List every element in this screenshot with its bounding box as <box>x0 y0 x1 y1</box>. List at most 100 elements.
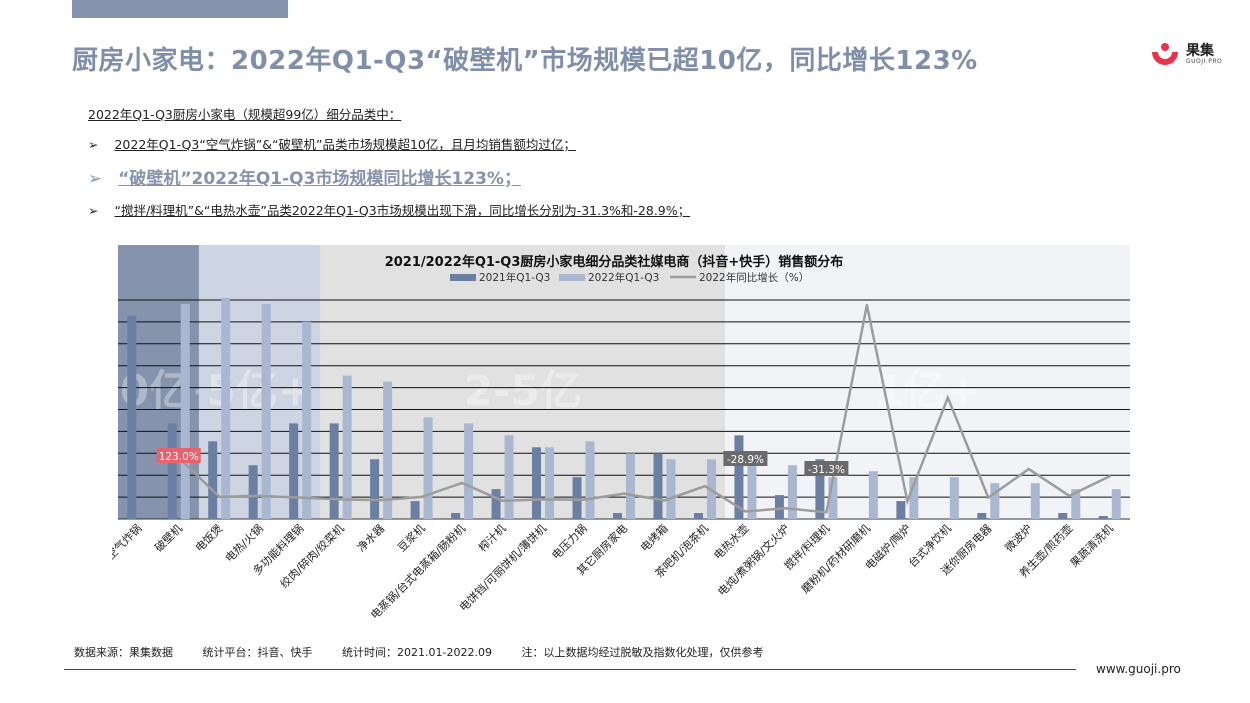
annotation-label: -31.3% <box>808 464 845 476</box>
bar-2022 <box>1111 489 1121 519</box>
bar-2021 <box>896 501 906 519</box>
sales-chart: 10亿+5亿+2-5亿1亿+2021/2022年Q1-Q3厨房小家电细分品类社媒… <box>91 245 1132 645</box>
page-title: 厨房小家电：2022年Q1-Q3“破壁机”市场规模已超10亿，同比增长123% <box>72 46 978 76</box>
legend-swatch <box>450 274 476 281</box>
bar-2022 <box>342 375 352 519</box>
bar-2022 <box>585 441 595 519</box>
bullet-arrow-icon: ➢ <box>88 137 99 152</box>
growth-point <box>663 499 666 502</box>
growth-point <box>946 396 950 399</box>
growth-point <box>501 499 504 503</box>
growth-point <box>218 495 221 499</box>
zone-background <box>198 245 321 519</box>
bullet-arrow-icon: ➢ <box>88 169 103 189</box>
bullet-arrow-icon: ➢ <box>88 203 99 218</box>
bar-2021 <box>370 459 380 519</box>
x-tick-label: 电热水壶 <box>711 521 752 562</box>
x-tick-label: 果蔬清洗机 <box>1067 521 1116 570</box>
growth-point <box>987 496 990 499</box>
bar-2022 <box>747 459 757 519</box>
growth-point <box>784 507 788 510</box>
annotation-badge <box>723 451 768 466</box>
legend-swatch <box>559 274 585 281</box>
bar-2021 <box>693 513 703 519</box>
chart-svg: 10亿+5亿+2-5亿1亿+2021/2022年Q1-Q3厨房小家电细分品类社媒… <box>91 245 1130 622</box>
growth-point <box>298 496 302 499</box>
growth-point <box>906 499 909 503</box>
bar-2022 <box>949 477 959 519</box>
bar-2022 <box>1030 483 1040 519</box>
bar-2021 <box>451 513 461 519</box>
footer-note: 注：以上数据均经过脱敏及指数化处理，仅供参考 <box>521 646 764 659</box>
growth-point <box>420 495 423 499</box>
bar-2022 <box>383 381 393 519</box>
bar-2022 <box>626 453 635 519</box>
bar-2022 <box>221 297 231 519</box>
chart-title: 2021/2022年Q1-Q3厨房小家电细分品类社媒电商（抖音+快手）销售额分布 <box>385 254 844 270</box>
bar-2022 <box>302 321 312 519</box>
growth-point <box>1027 467 1030 471</box>
bar-2021 <box>208 441 218 519</box>
growth-point <box>582 498 585 501</box>
annotation-badge <box>156 448 201 463</box>
growth-point <box>865 303 869 307</box>
bar-2021 <box>1058 513 1068 519</box>
growth-point <box>1108 474 1111 478</box>
footer-site-link[interactable]: www.guoji.pro <box>1096 662 1181 676</box>
bar-2021 <box>774 495 784 519</box>
legend-label: 2022年Q1-Q3 <box>588 271 659 284</box>
bar-2022 <box>990 483 1000 519</box>
bar-2021 <box>167 423 177 519</box>
bar-2022 <box>423 417 433 519</box>
bullet-item-3: ➢ “搅拌/料理机”&“电热水壶”品类2022年Q1-Q3市场规模出现下滑，同比… <box>88 203 691 218</box>
top-accent-bar <box>72 0 288 18</box>
bar-2022 <box>787 465 797 519</box>
bar-2021 <box>532 447 542 519</box>
footer-platform: 统计平台：抖音、快手 <box>202 646 313 659</box>
x-tick-label: 破壁机 <box>152 521 185 554</box>
bar-2022 <box>545 447 555 519</box>
bar-2021 <box>127 315 137 519</box>
bar-2022 <box>504 435 514 519</box>
logo-mark-icon <box>1152 43 1178 65</box>
bar-2021 <box>977 513 987 519</box>
bar-2022 <box>666 459 676 519</box>
bar-2021 <box>491 489 501 519</box>
growth-point <box>1068 494 1071 498</box>
bar-2021 <box>572 477 582 519</box>
bar-2021 <box>815 459 825 519</box>
legend-label: 2021年Q1-Q3 <box>479 271 550 284</box>
x-tick-label: 空气炸锅 <box>112 521 144 562</box>
footer-divider <box>64 669 1076 670</box>
annotation-label: 123.0% <box>159 451 199 463</box>
x-tick-label: 榨汁机 <box>475 521 508 554</box>
x-tick-label: 电烤箱 <box>637 521 670 554</box>
growth-line <box>177 304 1111 514</box>
growth-point <box>703 484 707 488</box>
bar-2022 <box>1071 489 1081 519</box>
bar-2022 <box>909 477 919 519</box>
x-tick-label: 净水器 <box>354 521 387 554</box>
x-tick-label: 微波炉 <box>1002 521 1035 554</box>
growth-point <box>258 494 261 498</box>
bar-2021 <box>289 423 299 519</box>
x-tick-label: 豆浆机 <box>394 521 427 554</box>
zone-label: 2-5亿 <box>464 366 582 415</box>
bar-2022 <box>180 303 190 519</box>
bar-2022 <box>261 303 271 519</box>
bar-2021 <box>1098 516 1108 519</box>
zone-label: 1亿+ <box>874 366 980 415</box>
bar-2021 <box>329 423 339 519</box>
x-tick-label: 电饭煲 <box>193 522 226 555</box>
logo-subtext: GUOJI.PRO <box>1186 58 1223 65</box>
annotation-badge <box>804 461 849 476</box>
bar-2021 <box>734 435 744 519</box>
growth-point <box>379 498 383 502</box>
growth-point <box>825 511 828 514</box>
bullets-intro: 2022年Q1-Q3厨房小家电（规模超99亿）细分品类中： <box>88 107 402 122</box>
growth-point <box>622 492 626 495</box>
bar-2021 <box>248 465 258 519</box>
x-tick-label: 磨粉机/药材研磨机 <box>798 521 873 596</box>
annotation-label: -28.9% <box>727 454 764 466</box>
bar-2022 <box>464 423 474 519</box>
